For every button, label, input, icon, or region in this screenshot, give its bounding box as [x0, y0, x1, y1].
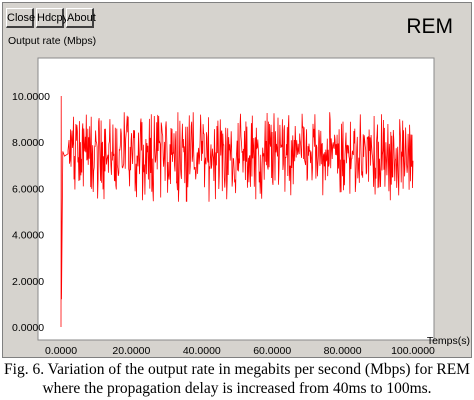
y-axis-title: Output rate (Mbps) [8, 35, 96, 47]
y-tick-label: 10.0000 [12, 91, 50, 103]
x-tick-label: 0.0000 [45, 345, 77, 357]
figure-caption: Fig. 6. Variation of the output rate in … [0, 360, 474, 398]
output-rate-series-line [60, 95, 414, 328]
x-tick-label: 80.0000 [324, 345, 362, 357]
about-button[interactable]: About [66, 8, 96, 28]
series-group [60, 95, 414, 328]
y-tick-label: 4.0000 [12, 230, 44, 242]
y-tick-label: 6.0000 [12, 183, 44, 195]
hardcopy-button[interactable]: Hdcpy [36, 8, 68, 28]
y-tick-label: 0.0000 [12, 322, 44, 334]
output-rate-chart: 0.0000 2.0000 4.0000 6.0000 8.0000 10.0000 0.0… [8, 35, 470, 357]
x-tick-label: 40.0000 [183, 345, 221, 357]
x-tick-label: 20.0000 [112, 345, 150, 357]
y-tick-label: 8.0000 [12, 137, 44, 149]
caption-line-1: Fig. 6. Variation of the output rate in … [4, 361, 470, 378]
plot-area [37, 57, 435, 341]
x-tick-label: 60.0000 [253, 345, 291, 357]
tick-labels: 0.0000 2.0000 4.0000 6.0000 8.0000 10.0000 0.0… [12, 91, 435, 357]
x-tick-label: 100.0000 [391, 345, 435, 357]
close-button[interactable]: Close [6, 8, 35, 28]
app-title: REM [406, 15, 453, 38]
x-axis-title: Temps(s) [427, 335, 470, 347]
caption-line-2: where the propagation delay is increased… [42, 380, 432, 397]
y-tick-label: 2.0000 [12, 276, 44, 288]
